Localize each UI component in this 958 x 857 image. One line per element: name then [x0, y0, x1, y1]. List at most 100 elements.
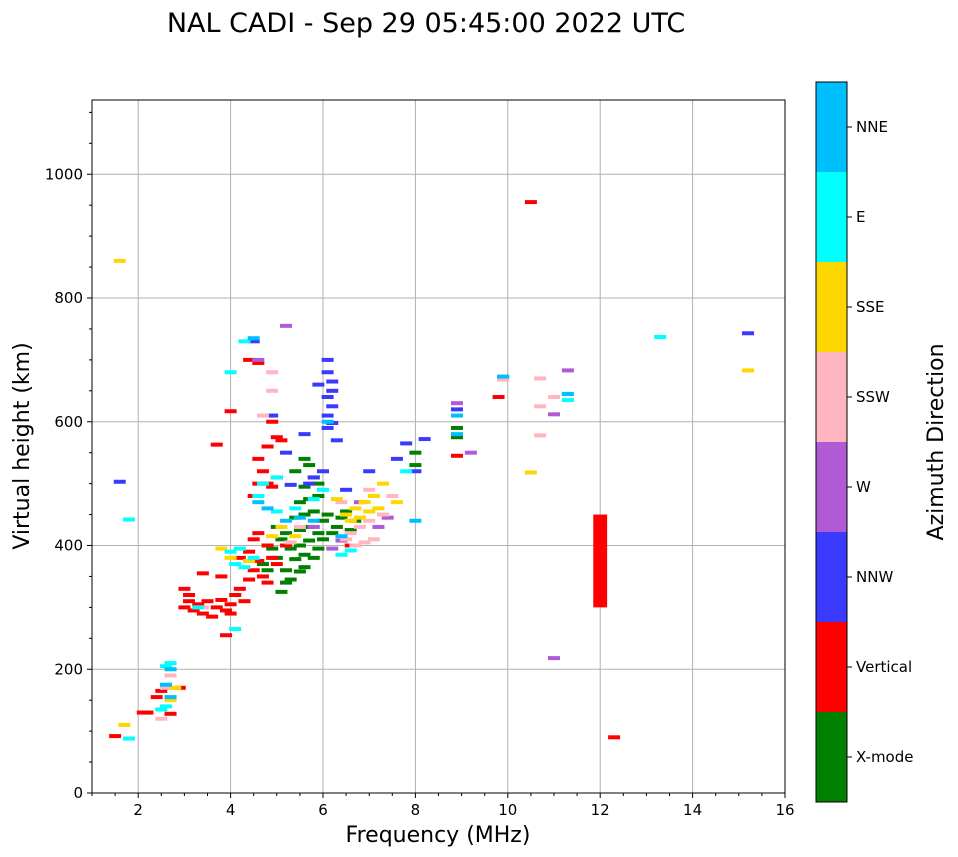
point-x-mode	[303, 538, 316, 543]
point-nnw	[307, 475, 320, 480]
point-nnw	[321, 357, 334, 362]
point-vertical	[252, 558, 265, 563]
point-nne	[164, 667, 177, 672]
point-vertical	[270, 435, 283, 440]
point-nne	[561, 391, 574, 396]
colorbar-swatch-w	[816, 442, 847, 532]
colorbar-swatch-vertical	[816, 622, 847, 712]
point-nnw	[266, 413, 279, 418]
point-vertical	[243, 357, 256, 362]
x-tick-label: 2	[133, 801, 143, 819]
point-nnw	[317, 469, 329, 474]
point-nnw	[450, 407, 463, 412]
y-tick-label: 600	[54, 413, 83, 431]
point-sse	[349, 506, 362, 511]
point-vertical	[261, 543, 274, 548]
point-nnw	[340, 487, 353, 492]
colorbar-label: E	[856, 208, 865, 226]
point-x-mode	[256, 562, 269, 567]
point-e	[654, 334, 667, 339]
point-x-mode	[293, 528, 306, 533]
x-tick-label: 12	[591, 801, 610, 819]
point-nnw	[326, 404, 339, 409]
point-vertical-column	[593, 514, 608, 608]
point-x-mode	[275, 537, 288, 542]
point-x-mode	[284, 577, 297, 582]
colorbar-swatch-x-mode	[816, 712, 847, 802]
point-ssw	[256, 413, 269, 418]
point-e	[122, 517, 135, 522]
point-w	[548, 656, 560, 661]
point-vertical	[210, 605, 223, 610]
point-vertical	[270, 562, 283, 567]
x-tick-label: 8	[411, 801, 421, 819]
point-vertical	[261, 444, 274, 449]
point-nne	[307, 518, 320, 523]
point-vertical	[266, 419, 279, 424]
point-e	[122, 736, 135, 741]
point-w	[548, 412, 560, 417]
point-vertical	[187, 608, 200, 613]
point-x-mode	[312, 481, 325, 486]
point-vertical	[492, 395, 505, 399]
point-x-mode	[317, 518, 329, 523]
point-x-mode	[261, 568, 274, 573]
colorbar: X-mode Vertical NNW W SSW SSE E NNE	[815, 81, 913, 803]
point-e	[159, 664, 172, 669]
point-nnw	[321, 370, 334, 375]
point-vertical	[261, 580, 274, 585]
point-sse	[289, 534, 302, 539]
point-nnw	[330, 438, 343, 443]
point-x-mode	[312, 494, 325, 498]
point-vertical	[275, 438, 288, 443]
point-nnw	[363, 469, 376, 474]
grid	[92, 100, 786, 794]
colorbar-label: Vertical	[856, 658, 912, 676]
point-ssw	[349, 543, 362, 548]
point-vertical	[524, 200, 537, 205]
point-ssw	[344, 531, 357, 536]
point-ssw	[159, 685, 172, 690]
point-x-mode	[284, 546, 297, 551]
y-tick-label: 200	[54, 660, 83, 678]
colorbar-label: SSW	[856, 388, 890, 406]
colorbar-swatch-nne	[816, 82, 847, 172]
point-ssw	[367, 537, 380, 542]
point-nnw	[303, 481, 316, 486]
point-vertical	[136, 710, 149, 715]
x-tick-label: 4	[226, 801, 236, 819]
point-vertical	[252, 456, 265, 461]
point-ssw	[266, 388, 279, 393]
colorbar-swatch-e	[816, 172, 847, 262]
point-e	[256, 481, 269, 486]
point-vertical	[608, 735, 621, 740]
point-vertical	[243, 549, 256, 554]
point-x-mode	[293, 500, 306, 505]
colorbar-swatch-sse	[816, 262, 847, 352]
point-e	[224, 549, 237, 554]
point-nne	[293, 515, 306, 520]
colorbar-frame	[815, 81, 848, 803]
point-nne	[335, 534, 348, 539]
point-x-mode	[450, 435, 463, 440]
point-x-mode	[293, 569, 306, 574]
point-nne	[159, 682, 172, 687]
point-x-mode	[307, 555, 320, 560]
data-marks	[109, 200, 755, 741]
point-nnw	[321, 425, 334, 430]
colorbar-label: SSE	[856, 298, 885, 316]
point-nne	[261, 506, 274, 511]
y-axis-label: Virtual height (km)	[10, 342, 35, 549]
point-x-mode	[340, 509, 353, 514]
point-e	[159, 704, 172, 709]
point-nne	[164, 695, 177, 700]
point-vertical	[233, 586, 246, 591]
point-ssw	[534, 404, 547, 409]
point-x-mode	[317, 537, 329, 542]
point-vertical	[247, 537, 260, 542]
point-sse	[340, 512, 353, 517]
point-nnw	[390, 456, 403, 461]
point-x-mode	[298, 512, 311, 517]
colorbar-swatch-nnw	[816, 532, 847, 622]
point-x-mode	[335, 515, 348, 520]
